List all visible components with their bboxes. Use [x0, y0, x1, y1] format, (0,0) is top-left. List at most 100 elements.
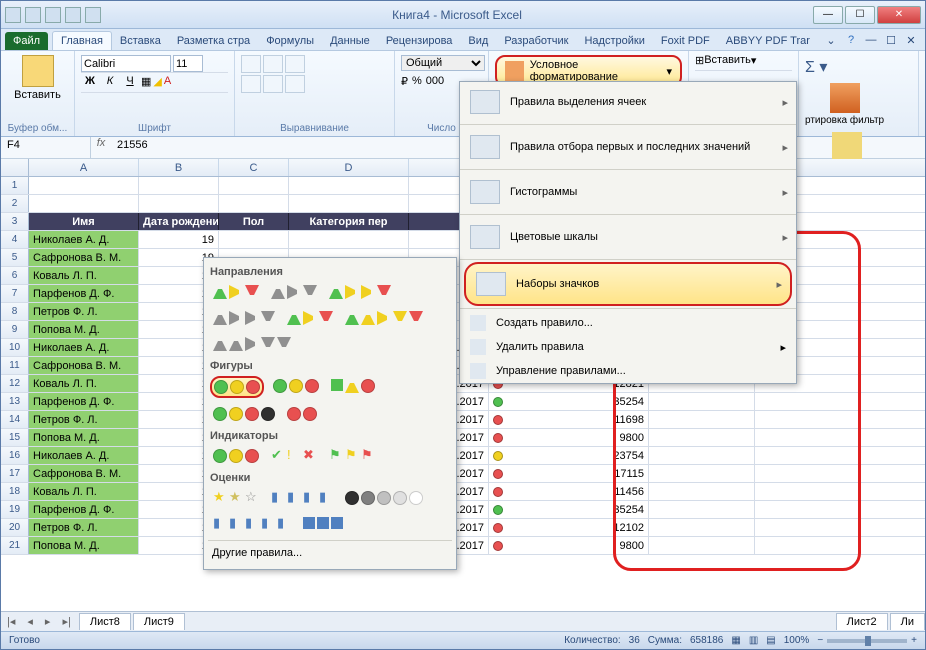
close-button[interactable]: ✕ [877, 6, 921, 24]
icon-set[interactable]: ⚑⚑⚑ [326, 446, 378, 466]
cell[interactable]: Категория пер [289, 213, 409, 230]
row-header[interactable]: 11 [1, 357, 29, 374]
tab-5[interactable]: Рецензирова [378, 32, 461, 50]
row-header[interactable]: 3 [1, 213, 29, 230]
icon-set[interactable] [284, 308, 336, 328]
cell[interactable] [289, 195, 409, 212]
tab-6[interactable]: Вид [460, 32, 496, 50]
cell[interactable] [649, 429, 755, 446]
icon-set[interactable] [270, 376, 322, 398]
percent-icon[interactable]: % [412, 75, 422, 88]
cell[interactable] [649, 447, 755, 464]
cell[interactable]: 9800 [489, 537, 649, 554]
window-restore-icon[interactable]: ☐ [883, 34, 899, 50]
cell[interactable] [649, 465, 755, 482]
tab-file[interactable]: Файл [5, 32, 48, 50]
icon-set[interactable] [210, 334, 294, 354]
cell[interactable]: Сафронова В. М. [29, 249, 139, 266]
row-header[interactable]: 4 [1, 231, 29, 248]
cell[interactable]: Пол [219, 213, 289, 230]
sheet-tab[interactable]: Лист8 [79, 613, 131, 630]
tab-2[interactable]: Разметка стра [169, 32, 258, 50]
tab-4[interactable]: Данные [322, 32, 378, 50]
row-header[interactable]: 17 [1, 465, 29, 482]
icon-set[interactable] [342, 308, 426, 328]
cell[interactable] [649, 501, 755, 518]
cfmenu-item-1[interactable]: Правила отбора первых и последних значен… [460, 127, 796, 167]
paste-icon[interactable] [22, 55, 54, 87]
row-header[interactable]: 7 [1, 285, 29, 302]
cell[interactable]: Дата рождения [139, 213, 219, 230]
icon-set[interactable]: ▮▮▮▮ [268, 488, 336, 508]
icon-set[interactable] [326, 282, 394, 302]
view-layout-icon[interactable]: ▥ [749, 635, 758, 646]
cell[interactable] [219, 231, 289, 248]
row-header[interactable]: 1 [1, 177, 29, 194]
tab-1[interactable]: Вставка [112, 32, 169, 50]
row-header[interactable]: 20 [1, 519, 29, 536]
cell[interactable]: Попова М. Д. [29, 321, 139, 338]
tab-7[interactable]: Разработчик [496, 32, 576, 50]
save-icon[interactable] [25, 7, 41, 23]
cell[interactable]: 17115 [489, 465, 649, 482]
zoom-out-icon[interactable]: − [817, 635, 823, 646]
font-color-button[interactable]: A [164, 75, 171, 92]
cell[interactable]: 35254 [489, 501, 649, 518]
cell[interactable] [219, 177, 289, 194]
col-header-D[interactable]: D [289, 159, 409, 176]
icon-set[interactable] [210, 308, 278, 328]
maximize-button[interactable]: ☐ [845, 6, 875, 24]
delete-rules-item[interactable]: Удалить правила▸ [460, 335, 796, 359]
cell[interactable]: Николаев А. Д. [29, 339, 139, 356]
tab-9[interactable]: Foxit PDF [653, 32, 718, 50]
row-header[interactable]: 14 [1, 411, 29, 428]
sheet-nav-last[interactable]: ▸| [56, 615, 76, 628]
cell[interactable]: Попова М. Д. [29, 429, 139, 446]
sheet-tab[interactable]: Лист9 [133, 613, 185, 630]
view-break-icon[interactable]: ▤ [766, 635, 775, 646]
cell[interactable]: 11456 [489, 483, 649, 500]
icon-set[interactable] [328, 376, 378, 398]
name-box[interactable]: F4 [1, 137, 91, 158]
undo-icon[interactable] [45, 7, 61, 23]
cell[interactable]: Парфенов Д. Ф. [29, 501, 139, 518]
row-header[interactable]: 19 [1, 501, 29, 518]
tab-3[interactable]: Формулы [258, 32, 322, 50]
currency-icon[interactable]: ₽ [401, 75, 408, 88]
cfmenu-item-0[interactable]: Правила выделения ячеек▸ [460, 82, 796, 122]
icon-set[interactable]: ✔!✖ [268, 446, 320, 466]
font-name-input[interactable] [81, 55, 171, 72]
cell[interactable] [649, 411, 755, 428]
row-header[interactable]: 16 [1, 447, 29, 464]
bold-button[interactable]: Ж [81, 75, 99, 92]
col-header-A[interactable]: A [29, 159, 139, 176]
zoom-slider[interactable]: − + [817, 635, 917, 646]
cell[interactable]: Парфенов Д. Ф. [29, 285, 139, 302]
cell[interactable]: 23754 [489, 447, 649, 464]
italic-button[interactable]: К [101, 75, 119, 92]
icon-set[interactable] [210, 376, 264, 398]
icon-set[interactable] [342, 488, 426, 508]
cell[interactable]: Николаев А. Д. [29, 447, 139, 464]
border-button[interactable]: ▦ [141, 75, 151, 92]
cfmenu-item-4[interactable]: Наборы значков▸ [464, 262, 792, 306]
cell[interactable]: Петров Ф. Л. [29, 303, 139, 320]
zoom-level[interactable]: 100% [784, 635, 810, 646]
fill-color-button[interactable]: ◢ [153, 75, 161, 92]
window-min-icon[interactable]: — [863, 34, 879, 50]
cell[interactable]: Коваль Л. П. [29, 483, 139, 500]
icon-set[interactable] [284, 404, 320, 424]
tab-8[interactable]: Надстройки [576, 32, 652, 50]
cell[interactable] [219, 195, 289, 212]
view-normal-icon[interactable]: ▦ [731, 635, 740, 646]
comma-icon[interactable]: 000 [426, 75, 444, 88]
sheet-nav-first[interactable]: |◂ [1, 615, 21, 628]
cell[interactable]: Парфенов Д. Ф. [29, 393, 139, 410]
icon-set[interactable] [268, 282, 320, 302]
fx-icon[interactable]: fx [91, 137, 111, 158]
cell[interactable] [289, 177, 409, 194]
redo-icon[interactable] [65, 7, 81, 23]
cell[interactable] [29, 177, 139, 194]
cell[interactable] [649, 393, 755, 410]
row-header[interactable]: 6 [1, 267, 29, 284]
